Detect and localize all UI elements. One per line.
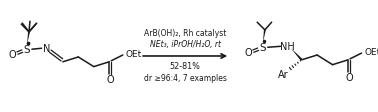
Polygon shape xyxy=(291,49,302,61)
Text: S: S xyxy=(24,45,30,55)
Text: N: N xyxy=(43,44,50,54)
Text: ArB(OH)₂, Rh catalyst: ArB(OH)₂, Rh catalyst xyxy=(144,29,226,38)
Text: NH: NH xyxy=(280,42,294,52)
Text: O: O xyxy=(345,73,353,83)
Text: NEt₃, iPrOH/H₂O, rt: NEt₃, iPrOH/H₂O, rt xyxy=(150,40,221,48)
Text: Ar: Ar xyxy=(278,70,288,80)
Text: OEt: OEt xyxy=(125,49,141,58)
Polygon shape xyxy=(27,32,30,45)
Text: O: O xyxy=(106,74,114,84)
Text: OEt: OEt xyxy=(364,47,378,56)
Text: 52-81%: 52-81% xyxy=(170,62,201,71)
Text: dr ≥96:4, 7 examples: dr ≥96:4, 7 examples xyxy=(144,73,226,82)
Text: O: O xyxy=(245,48,252,58)
Text: O: O xyxy=(9,50,16,59)
Text: S: S xyxy=(260,43,266,53)
Polygon shape xyxy=(263,30,266,43)
